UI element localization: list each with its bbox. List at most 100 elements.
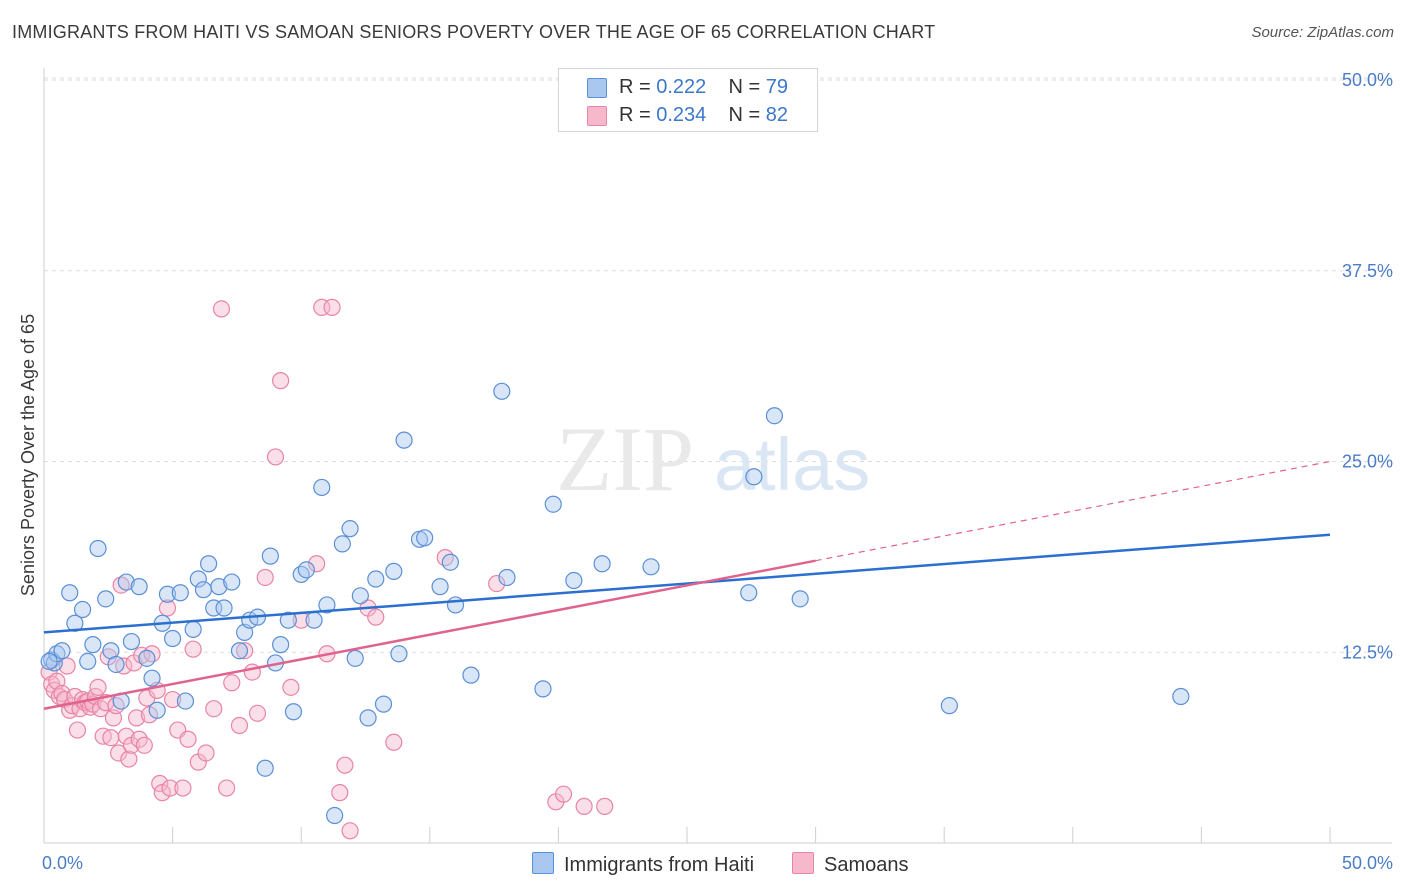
axes bbox=[43, 68, 1392, 844]
data-point-samoans bbox=[135, 736, 153, 754]
data-point-samoans bbox=[256, 568, 274, 587]
data-point-haiti bbox=[40, 652, 58, 671]
trend-line-haiti bbox=[43, 533, 1331, 634]
data-point-samoans bbox=[197, 744, 215, 762]
data-point-haiti bbox=[164, 629, 182, 648]
y-tick-label: 50.0% bbox=[1342, 70, 1393, 90]
data-point-haiti bbox=[346, 649, 364, 667]
data-point-samoans bbox=[236, 642, 254, 660]
data-point-samoans bbox=[102, 729, 120, 747]
data-point-haiti bbox=[385, 562, 403, 580]
data-point-haiti bbox=[359, 709, 377, 727]
data-point-haiti bbox=[200, 555, 218, 573]
data-point-samoans bbox=[179, 730, 197, 748]
data-point-haiti bbox=[395, 431, 413, 449]
grid-lines bbox=[44, 77, 1392, 653]
data-point-samoans bbox=[308, 555, 326, 573]
data-point-haiti bbox=[791, 590, 809, 608]
watermark: ZIP atlas bbox=[556, 408, 870, 510]
data-point-haiti bbox=[107, 655, 125, 674]
legend-n-label: N = bbox=[728, 76, 761, 98]
data-point-haiti bbox=[138, 649, 156, 667]
data-point-samoans bbox=[554, 785, 573, 803]
data-point-haiti bbox=[642, 558, 660, 576]
legend-r-label: R = bbox=[619, 104, 651, 126]
data-point-haiti bbox=[940, 697, 958, 715]
legend-n-value-samoans: 82 bbox=[765, 104, 789, 126]
data-point-haiti bbox=[498, 568, 516, 587]
data-point-samoans bbox=[89, 678, 107, 696]
data-point-haiti bbox=[493, 382, 511, 400]
data-point-samoans bbox=[158, 599, 177, 617]
svg-text:ZIP: ZIP bbox=[556, 408, 694, 510]
data-point-samoans bbox=[143, 645, 161, 663]
bottom-legend-swatch-haiti bbox=[532, 852, 554, 874]
data-point-haiti bbox=[73, 600, 92, 619]
data-point-haiti bbox=[318, 596, 336, 614]
y-axis-label: Seniors Poverty Over the Age of 65 bbox=[18, 314, 38, 596]
data-point-haiti bbox=[446, 596, 465, 614]
bottom-legend-samoans: Samoans bbox=[792, 852, 909, 877]
data-point-samoans bbox=[223, 674, 241, 692]
trend-line-samoans-extension bbox=[815, 460, 1331, 562]
legend-r-value-haiti: 0.222 bbox=[656, 76, 707, 98]
data-point-samoans bbox=[58, 657, 76, 675]
data-point-haiti bbox=[117, 573, 135, 591]
bottom-legend-label-haiti: Immigrants from Haiti bbox=[564, 854, 755, 876]
series-samoans-points bbox=[40, 298, 614, 840]
x-tick-label: 50.0% bbox=[1342, 853, 1393, 873]
tick-labels: 12.5% 25.0% 37.5% 50.0% 0.0% 50.0% bbox=[42, 70, 1393, 873]
source-credit: Source: ZipAtlas.com bbox=[1251, 24, 1394, 41]
data-point-haiti bbox=[143, 669, 161, 687]
data-point-haiti bbox=[84, 636, 102, 654]
data-point-haiti bbox=[256, 759, 274, 777]
data-point-haiti bbox=[416, 529, 434, 547]
data-point-haiti bbox=[279, 611, 297, 629]
data-point-haiti bbox=[272, 636, 290, 654]
data-point-haiti bbox=[374, 695, 393, 713]
data-point-haiti bbox=[148, 701, 166, 719]
data-point-haiti bbox=[210, 578, 228, 596]
data-point-haiti bbox=[53, 642, 71, 660]
data-point-samoans bbox=[282, 678, 300, 696]
data-point-samoans bbox=[230, 716, 249, 735]
data-point-haiti bbox=[184, 620, 202, 638]
data-point-samoans bbox=[341, 822, 359, 840]
data-point-samoans bbox=[68, 721, 87, 739]
data-point-haiti bbox=[176, 692, 195, 710]
data-point-samoans bbox=[385, 733, 403, 751]
data-point-haiti bbox=[122, 632, 141, 651]
data-point-samoans bbox=[488, 574, 506, 593]
data-point-haiti bbox=[305, 611, 323, 629]
data-point-haiti bbox=[194, 581, 213, 599]
data-point-samoans bbox=[184, 640, 202, 658]
data-point-haiti bbox=[593, 555, 611, 573]
legend-swatch-haiti bbox=[587, 78, 607, 98]
legend-n-label: N = bbox=[728, 104, 761, 126]
legend-n-value-haiti: 79 bbox=[765, 76, 789, 98]
data-point-haiti bbox=[223, 573, 241, 591]
data-point-haiti bbox=[441, 553, 459, 571]
data-point-samoans bbox=[575, 797, 593, 815]
data-point-haiti bbox=[1172, 687, 1190, 706]
data-point-samoans bbox=[323, 298, 341, 316]
data-point-samoans bbox=[127, 709, 146, 727]
data-point-haiti bbox=[297, 561, 315, 579]
legend-text-haiti: R = 0.222 N = 79 bbox=[619, 76, 788, 99]
data-point-samoans bbox=[109, 744, 128, 762]
data-point-haiti bbox=[351, 587, 369, 605]
data-point-haiti bbox=[431, 578, 449, 596]
x-tick-label: 0.0% bbox=[42, 853, 83, 873]
bottom-legend-swatch-samoans bbox=[792, 852, 814, 874]
data-point-haiti bbox=[97, 590, 115, 608]
data-point-samoans bbox=[336, 756, 354, 774]
data-point-haiti bbox=[341, 520, 359, 538]
trend-line-samoans bbox=[43, 559, 816, 710]
data-point-haiti bbox=[189, 570, 207, 588]
data-point-samoans bbox=[596, 797, 614, 815]
y-tick-label: 12.5% bbox=[1342, 642, 1393, 662]
data-point-haiti bbox=[130, 578, 148, 596]
legend-swatch-samoans bbox=[587, 106, 607, 126]
trend-lines bbox=[43, 460, 1331, 710]
